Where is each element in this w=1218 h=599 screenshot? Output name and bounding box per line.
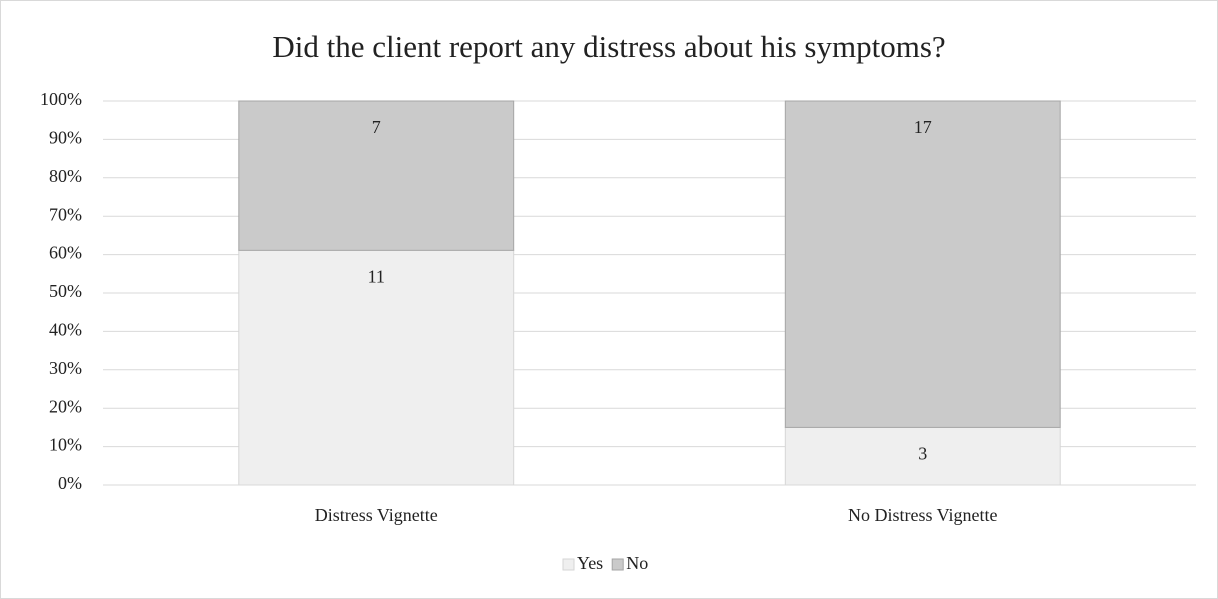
bar-segment	[238, 100, 515, 251]
x-tick-label: Distress Vignette	[315, 505, 438, 525]
y-tick-label: 90%	[49, 128, 82, 148]
y-tick-label: 60%	[49, 243, 82, 263]
bar-segment	[784, 100, 1061, 428]
y-tick-label: 70%	[49, 204, 82, 224]
y-tick-label: 0%	[58, 473, 82, 493]
y-tick-label: 40%	[49, 320, 82, 340]
x-tick-label: No Distress Vignette	[848, 505, 998, 525]
y-tick-label: 80%	[49, 166, 82, 186]
bar-segment	[784, 426, 1061, 486]
y-tick-label: 20%	[49, 396, 82, 416]
chart-title: Did the client report any distress about…	[272, 29, 945, 64]
data-label: 11	[368, 266, 385, 286]
y-tick-label: 100%	[40, 89, 82, 109]
data-label: 17	[914, 117, 932, 137]
legend-swatch	[562, 558, 575, 571]
y-tick-label: 30%	[49, 358, 82, 378]
bar-segment	[238, 249, 515, 486]
data-label: 7	[372, 117, 381, 137]
legend-swatch	[611, 558, 624, 571]
legend-label: Yes	[577, 553, 603, 573]
legend-label: No	[626, 553, 648, 573]
y-tick-label: 50%	[49, 281, 82, 301]
data-label: 3	[918, 444, 927, 464]
y-tick-label: 10%	[49, 435, 82, 455]
